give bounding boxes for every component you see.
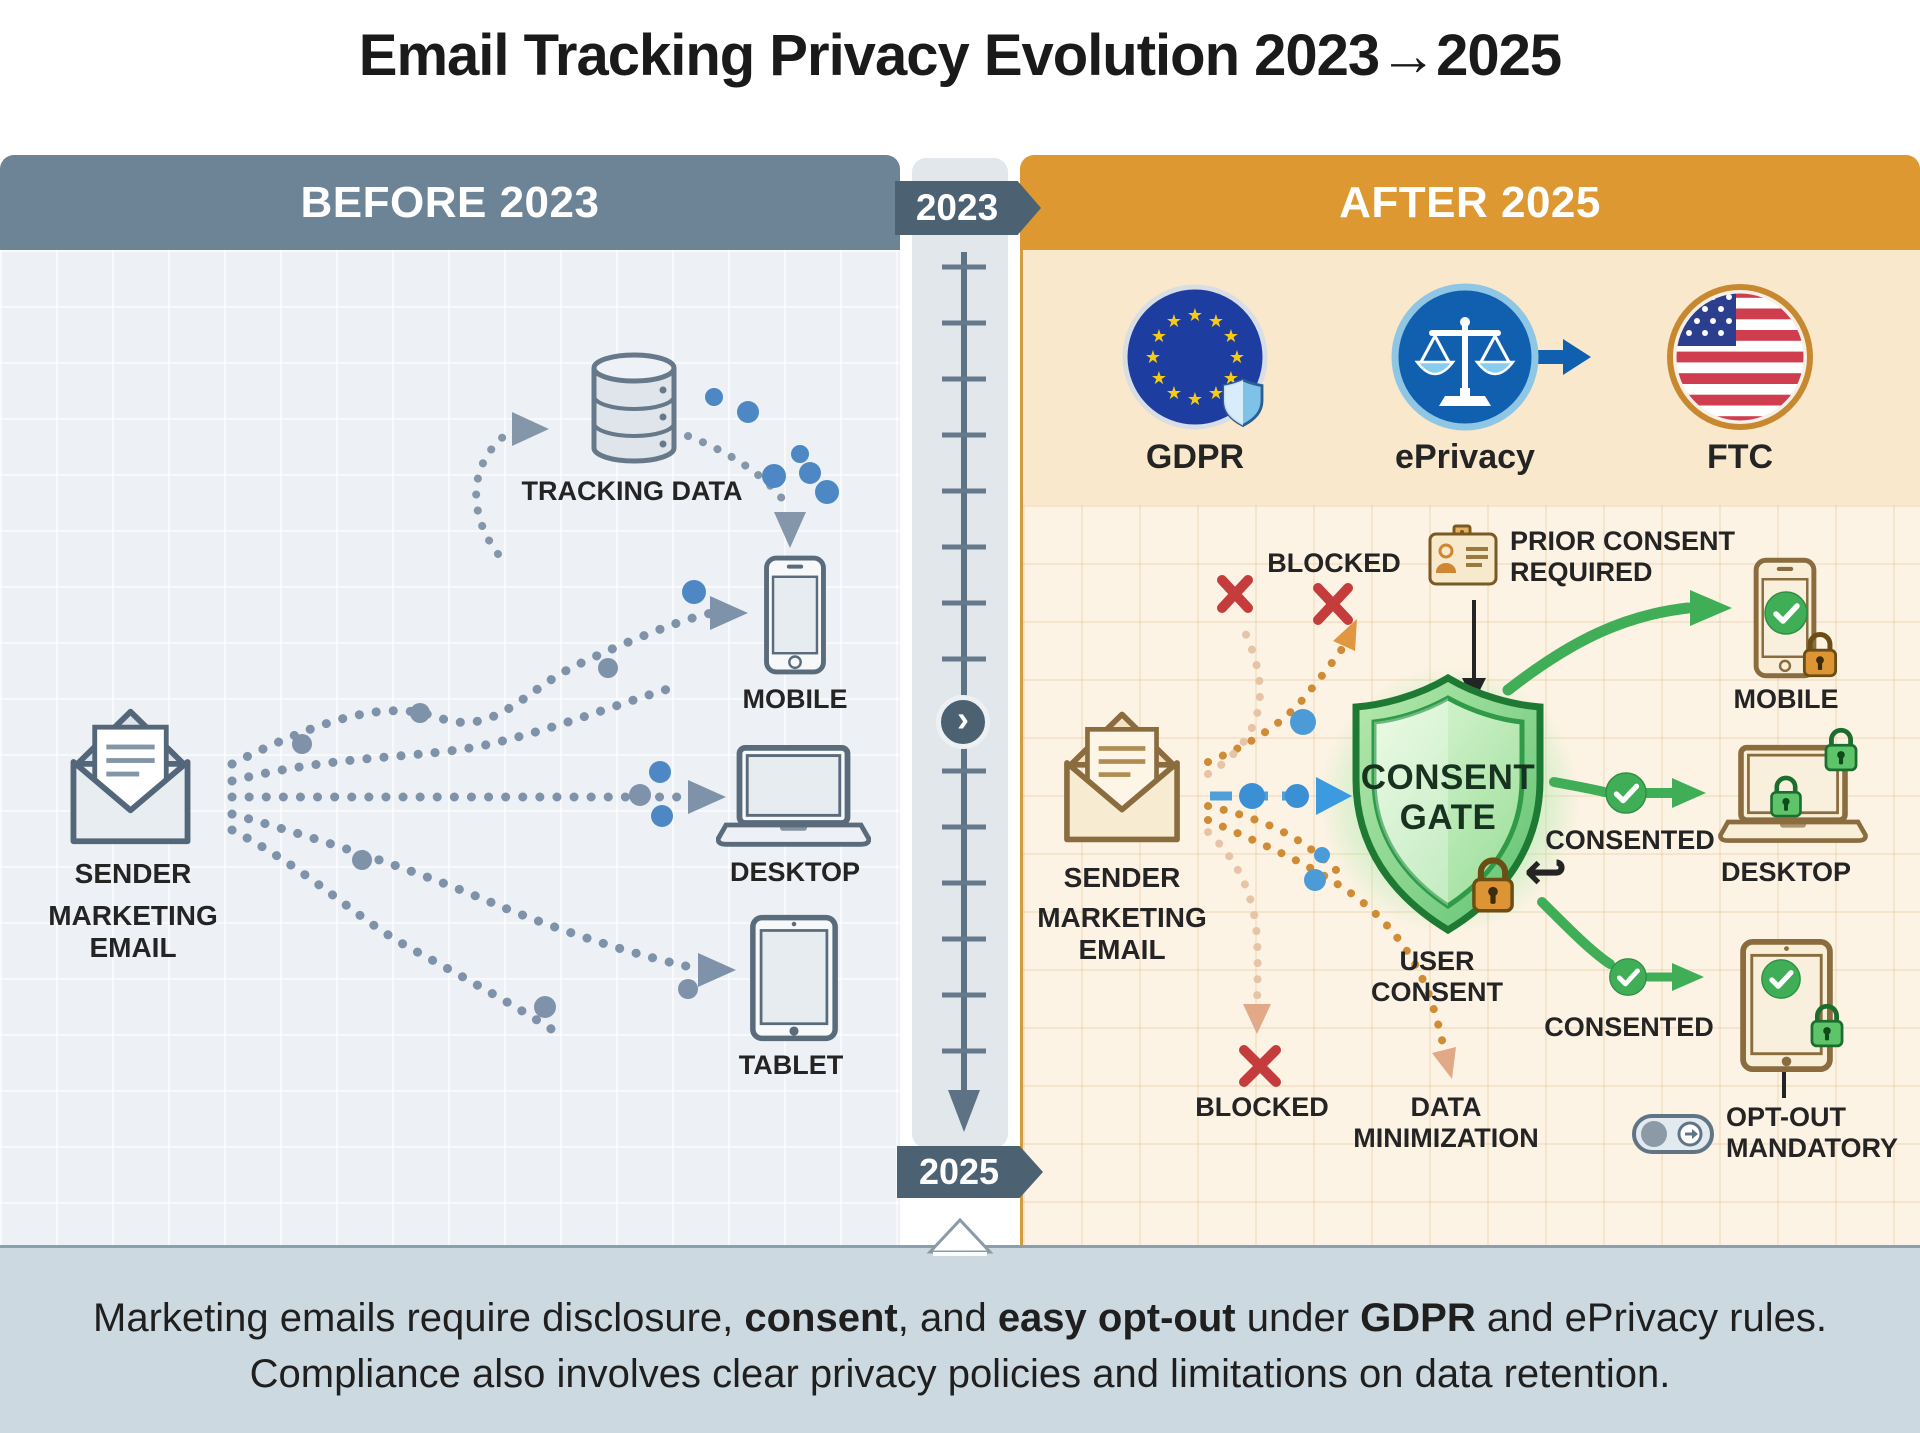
consent-gate-label: CONSENT GATE	[1360, 758, 1536, 837]
blocked-top-label: BLOCKED	[1267, 548, 1401, 578]
after-sender-label: SENDER	[1063, 862, 1181, 893]
mobile-lock-icon	[1798, 626, 1842, 680]
opt-out-return-icon: ↩	[1524, 843, 1568, 901]
desktop-screen-lock-icon	[1766, 770, 1806, 820]
footer-seg4: easy opt-out	[997, 1296, 1236, 1340]
ftc-label: FTC	[1706, 438, 1774, 476]
ftc-us-flag-icon	[1665, 282, 1815, 432]
svg-text:★: ★	[1187, 305, 1203, 326]
eprivacy-label: ePrivacy	[1395, 438, 1535, 476]
sender-label: SENDER	[74, 858, 192, 889]
desktop-label: DESKTOP	[729, 857, 861, 887]
eprivacy-arrow-icon	[1563, 339, 1591, 375]
timeline-column	[912, 158, 1008, 1148]
opt-out-toggle-icon	[1632, 1110, 1714, 1158]
svg-text:★: ★	[1151, 368, 1167, 389]
timeline-chevron-badge: ›	[936, 695, 990, 749]
footer-bar: Marketing emails require disclosure, con…	[0, 1245, 1920, 1433]
tablet-check-icon	[1760, 958, 1802, 1000]
sender-envelope-icon	[58, 698, 203, 853]
consented-desktop-label: CONSENTED	[1545, 825, 1715, 855]
svg-text:★: ★	[1208, 311, 1224, 332]
consent-id-card-icon	[1428, 524, 1498, 586]
footer-seg1: Marketing emails require disclosure,	[93, 1296, 745, 1340]
timeline-end-banner: 2025	[897, 1146, 1043, 1198]
before-panel-header: BEFORE 2023	[0, 155, 900, 250]
footer-line2: Compliance also involves clear privacy p…	[249, 1352, 1671, 1396]
opt-out-label: OPT-OUT MANDATORY	[1726, 1102, 1898, 1163]
user-consent-label: USER CONSENT	[1370, 946, 1504, 1007]
footer-seg2: consent	[744, 1296, 898, 1340]
blocked-bottom-label: BLOCKED	[1195, 1092, 1329, 1122]
desktop-corner-lock-icon	[1820, 722, 1862, 774]
prior-consent-label: PRIOR CONSENT REQUIRED	[1510, 526, 1736, 587]
svg-text:★: ★	[1223, 326, 1239, 347]
svg-text:★: ★	[1151, 326, 1167, 347]
svg-text:★: ★	[1166, 383, 1182, 404]
gate-lock-icon	[1466, 850, 1520, 916]
after-desktop-label: DESKTOP	[1720, 857, 1852, 887]
after-mobile-label: MOBILE	[1733, 684, 1839, 714]
tablet-consented-check-icon	[1608, 957, 1648, 997]
data-minimization-label: DATA MINIMIZATION	[1353, 1092, 1539, 1153]
footer-line1: Marketing emails require disclosure, con…	[0, 1296, 1920, 1341]
mobile-check-icon	[1763, 590, 1809, 636]
desktop-device-icon	[716, 744, 871, 852]
svg-text:★: ★	[1145, 347, 1161, 368]
footer-seg6: GDPR	[1360, 1296, 1476, 1340]
consented-tablet-label: CONSENTED	[1544, 1012, 1714, 1042]
mobile-label: MOBILE	[742, 684, 848, 714]
mobile-device-icon	[762, 554, 828, 676]
before-header-label: BEFORE 2023	[300, 177, 600, 227]
after-panel-header: AFTER 2025	[1020, 155, 1920, 250]
marketing-email-label: MARKETING EMAIL	[48, 900, 218, 963]
gdpr-eu-flag-icon: ★ ★ ★ ★ ★ ★ ★ ★ ★ ★ ★ ★	[1120, 282, 1270, 432]
tablet-device-icon	[747, 914, 841, 1042]
page-title: Email Tracking Privacy Evolution 2023→20…	[358, 23, 1562, 88]
desktop-consented-check-icon	[1604, 771, 1648, 815]
svg-text:★: ★	[1208, 383, 1224, 404]
after-header-label: AFTER 2025	[1339, 177, 1601, 227]
svg-text:★: ★	[1166, 311, 1182, 332]
svg-text:★: ★	[1229, 347, 1245, 368]
footer-seg3: , and	[897, 1296, 998, 1340]
privacy-shield-badge-icon	[1222, 378, 1264, 428]
footer-seg7: and ePrivacy rules.	[1475, 1296, 1827, 1340]
eprivacy-scales-icon	[1390, 282, 1600, 432]
tablet-lock-icon	[1806, 998, 1848, 1050]
gdpr-label: GDPR	[1145, 438, 1245, 476]
tracking-database-icon	[584, 352, 684, 464]
after-sender-envelope-icon	[1052, 700, 1192, 852]
timeline-end-label: 2025	[918, 1151, 1000, 1192]
tracking-data-label: TRACKING DATA	[521, 476, 743, 506]
after-marketing-email-label: MARKETING EMAIL	[1037, 902, 1207, 965]
timeline-start-banner: 2023	[895, 181, 1041, 235]
svg-text:★: ★	[1187, 389, 1203, 410]
footer-seg5: under	[1235, 1296, 1361, 1340]
tablet-label: TABLET	[738, 1050, 844, 1080]
timeline-start-label: 2023	[915, 187, 999, 228]
